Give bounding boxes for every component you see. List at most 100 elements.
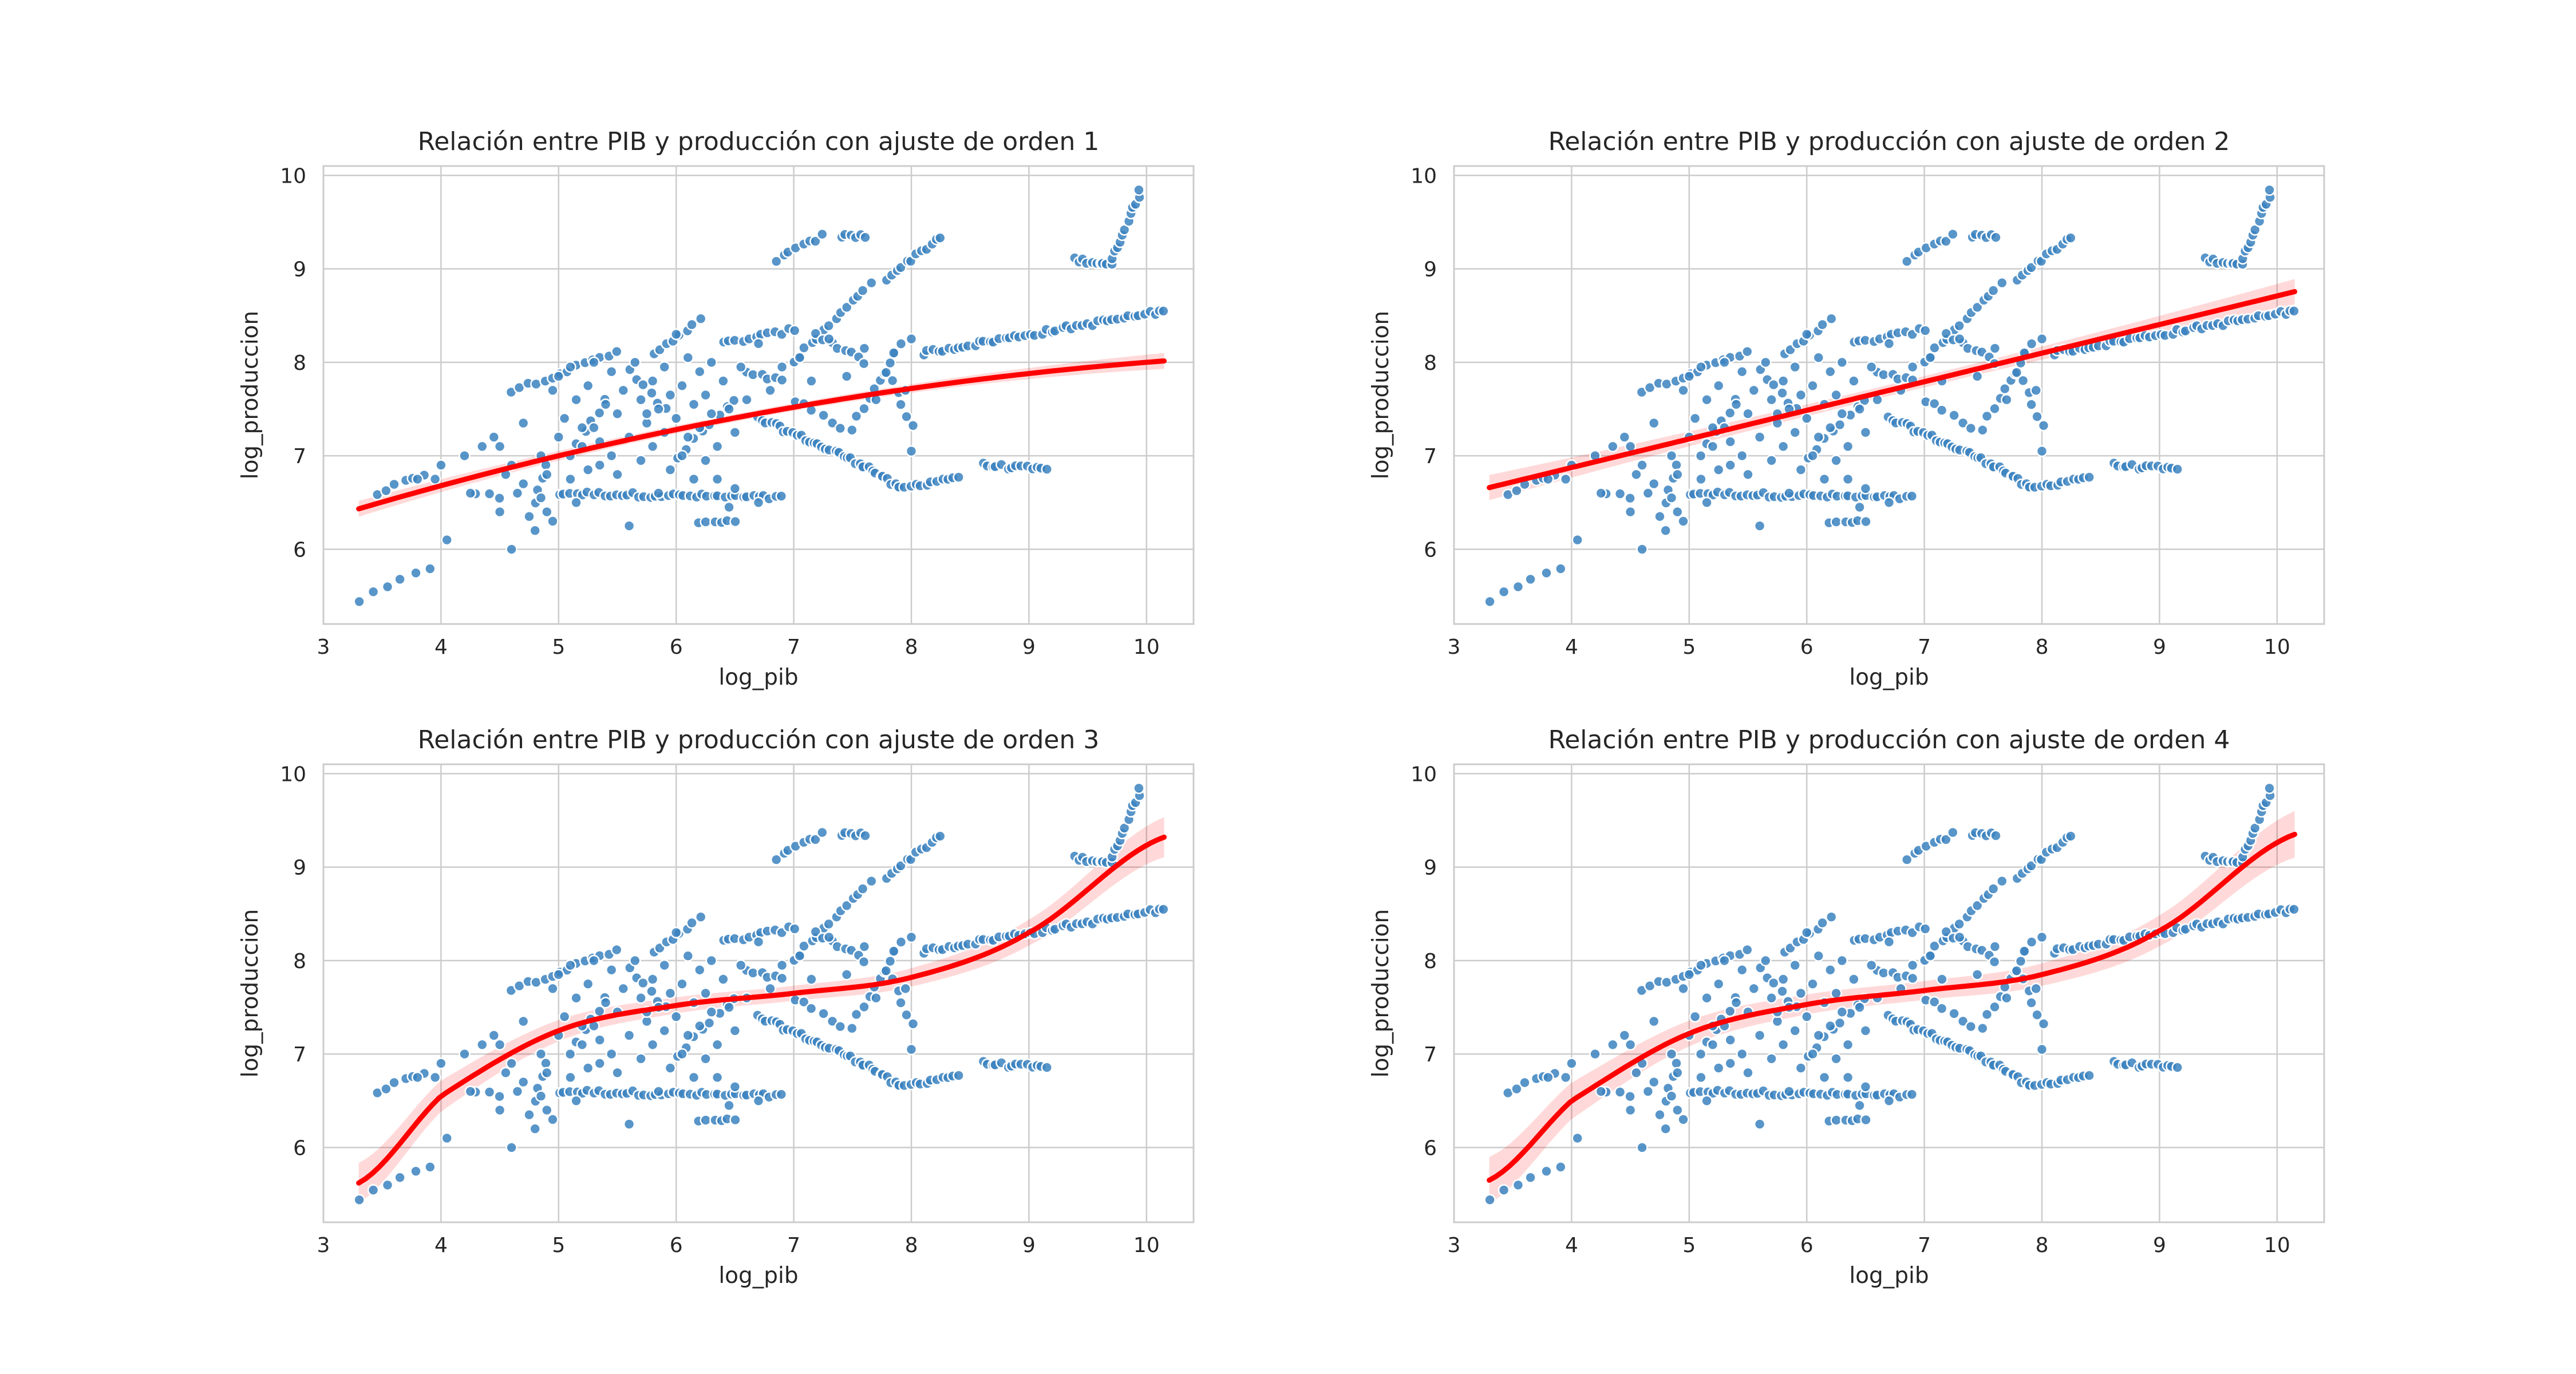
x-tick-label: 4 [1565,635,1578,659]
data-point [1987,883,2000,895]
data-point [381,581,394,593]
data-point [1724,1057,1736,1069]
data-point [1776,985,1788,997]
data-point [1695,361,1707,373]
data-point [823,918,835,930]
data-point [823,931,835,943]
data-point [2263,184,2275,196]
data-point [2036,931,2048,943]
data-point [705,408,718,420]
data-point [1571,1132,1583,1144]
data-point [1524,1171,1536,1184]
data-point [2171,463,2184,475]
data-point [816,228,828,240]
data-point [441,1132,453,1144]
data-point [1511,1083,1523,1095]
x-tick-label: 5 [552,1234,565,1257]
data-point [493,492,505,504]
data-point [1953,333,1966,345]
data-point [411,1071,424,1084]
data-point [884,357,896,369]
data-point [1783,1085,1795,1097]
plot-area [322,763,1195,1223]
data-point [1736,365,1748,378]
data-point [2036,1043,2048,1056]
data-point [367,1184,380,1196]
data-point [1783,487,1795,499]
data-point [856,285,869,297]
data-point [1848,973,1860,985]
data-point [1854,501,1866,514]
data-point [1041,463,1053,475]
data-point [653,487,665,499]
data-point [1765,992,1777,1004]
data-point [826,417,839,429]
data-point [793,352,806,364]
data-point [1689,1010,1701,1023]
data-point [880,965,892,977]
data-point [1977,1022,1989,1035]
x-tick-label: 4 [434,635,448,659]
data-point [552,431,565,443]
data-point [411,473,424,485]
data-point [682,352,694,364]
data-point [1672,468,1684,481]
data-point [1936,973,1948,985]
data-point [1830,1053,1842,1065]
data-point [776,374,788,386]
x-tick-label: 10 [2264,1234,2290,1257]
data-point [1824,421,1836,434]
data-point [729,482,741,495]
data-point [823,333,835,345]
data-point [1694,1048,1707,1060]
data-point [1595,1085,1607,1097]
data-point [711,1071,724,1084]
data-point [676,978,688,990]
data-point [1906,959,1919,972]
data-point [1753,1118,1766,1130]
data-point [658,361,670,373]
data-point [593,406,606,419]
data-point [805,973,817,985]
data-point [523,1108,535,1121]
data-point [1630,1067,1642,1079]
data-point [775,1088,788,1100]
data-point [1753,1029,1766,1041]
data-point [1647,1015,1660,1028]
data-point [723,403,735,415]
data-point [1924,352,1937,364]
data-point [688,398,700,410]
x-tick-label: 8 [2036,635,2049,659]
data-point [1559,473,1572,485]
data-point [1800,412,1813,425]
data-point [1929,342,1941,354]
data-point [1566,1057,1578,1069]
data-point [558,1010,571,1023]
data-point [1624,1104,1637,1116]
data-point [729,515,741,528]
data-point [826,1015,839,1028]
x-tick-label: 3 [1448,1234,1461,1257]
x-tick-label: 5 [1682,1234,1696,1257]
data-point [1742,468,1754,481]
data-point [2025,398,2037,410]
data-point [776,361,788,373]
regression-fit-line [356,358,1167,512]
subplot-1: 3 4 5 6 7 8 9 10 6 7 8 9 10 Relación entre PIB y prod… [238,127,1195,690]
data-point [464,1085,477,1097]
data-point [1812,431,1825,443]
y-tick-label: 10 [1411,164,1437,188]
data-point [564,959,576,972]
data-point [658,959,670,972]
data-point [682,431,694,443]
data-point [1977,424,1989,436]
data-point [834,422,847,435]
x-tick-label: 10 [1133,1234,1160,1257]
data-point [629,356,641,369]
data-point [646,440,659,453]
data-point [582,380,594,392]
data-point [488,431,500,443]
data-point [653,403,665,415]
data-point [1883,1095,1895,1107]
data-point [1836,954,1848,967]
